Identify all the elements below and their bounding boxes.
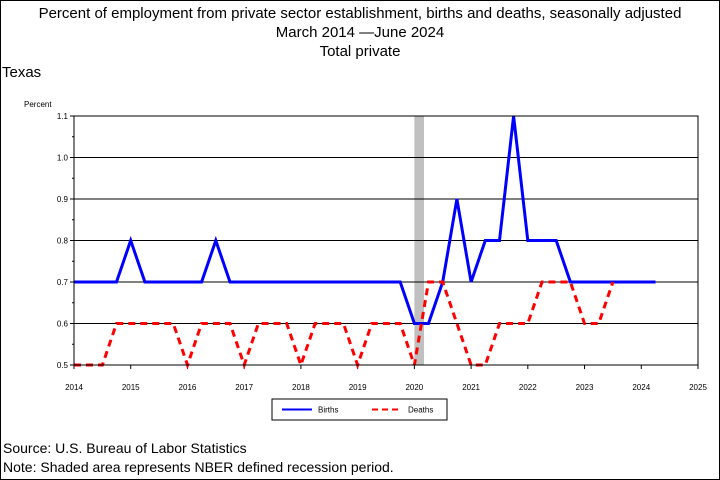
chart-title: Percent of employment from private secto…: [38, 5, 682, 22]
x-tick-label: 2017: [235, 383, 253, 392]
y-tick-label: 0.9: [57, 195, 69, 204]
series-line-births: [74, 115, 656, 325]
x-tick-label: 2019: [349, 383, 367, 392]
legend-box: [271, 398, 448, 421]
region-label: Texas: [2, 64, 42, 81]
y-tick-label: 0.7: [57, 278, 69, 287]
x-tick-label: 2024: [632, 383, 650, 392]
y-axis-label: Percent: [24, 100, 52, 109]
y-tick-label: 1.0: [57, 154, 69, 163]
x-tick-label: 2020: [405, 383, 423, 392]
y-tick-label: 0.5: [57, 361, 69, 370]
chart-date-range: March 2014 —June 2024: [275, 24, 445, 41]
x-tick-label: 2015: [122, 383, 140, 392]
x-tick-label: 2025: [689, 383, 707, 392]
x-tick-label: 2016: [179, 383, 197, 392]
series-line-deaths: [74, 280, 615, 370]
legend-label-births: Births: [318, 406, 338, 415]
x-tick-label: 2022: [519, 383, 537, 392]
x-tick-label: 2014: [65, 383, 83, 392]
legend-label-deaths: Deaths: [408, 406, 433, 415]
y-tick-label: 0.6: [57, 320, 69, 329]
y-tick-label: 1.1: [57, 112, 69, 121]
source-note: Source: U.S. Bureau of Labor Statistics: [3, 440, 247, 456]
chart-subtitle: Total private: [319, 43, 401, 60]
x-tick-label: 2018: [292, 383, 310, 392]
recession-note: Note: Shaded area represents NBER define…: [3, 459, 394, 475]
y-tick-label: 0.8: [57, 237, 69, 246]
x-tick-label: 2023: [576, 383, 594, 392]
plot-frame: [73, 115, 699, 366]
x-tick-label: 2021: [462, 383, 480, 392]
